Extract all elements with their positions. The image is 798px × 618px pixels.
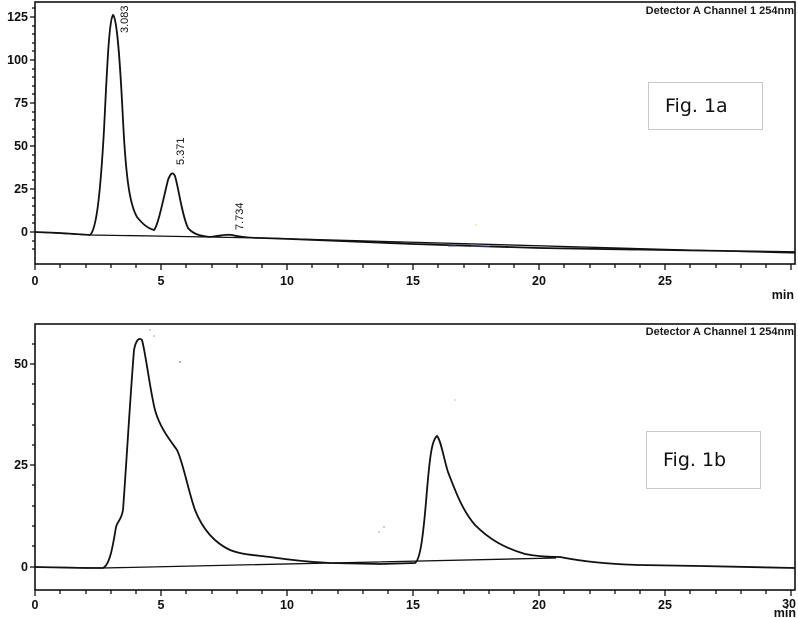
detector-label: Detector A Channel 1 254nm [646, 326, 795, 338]
figure-label-box-1b: Fig. 1b [646, 431, 761, 489]
figure-label-box-1a: Fig. 1a [648, 82, 763, 130]
svg-text:25: 25 [14, 458, 28, 472]
figure-label-1b: Fig. 1b [663, 449, 727, 471]
svg-text:125: 125 [7, 10, 28, 24]
svg-text:50: 50 [14, 357, 28, 371]
peak-label-3083: 3.083 [119, 5, 131, 33]
plot-frame [34, 323, 796, 591]
svg-text:5: 5 [158, 274, 165, 288]
svg-text:100: 100 [7, 53, 28, 67]
svg-text:0: 0 [21, 225, 28, 239]
svg-text:10: 10 [280, 598, 294, 612]
x-tick-30: 30 [782, 597, 796, 611]
x-axis-labels: 0 5 10 15 20 25 [32, 274, 672, 288]
svg-text:25: 25 [658, 274, 672, 288]
signal-trace [34, 338, 796, 569]
y-axis-ticks [30, 7, 35, 250]
svg-text:25: 25 [658, 598, 672, 612]
x-axis-ticks [34, 264, 792, 270]
detector-label: Detector A Channel 1 254nm [646, 5, 795, 17]
y-axis-ticks [30, 343, 35, 568]
svg-text:10: 10 [280, 274, 294, 288]
svg-text:20: 20 [532, 598, 546, 612]
svg-text:15: 15 [406, 274, 420, 288]
y-axis-labels: 0 25 50 75 100 125 [7, 10, 28, 239]
svg-text:25: 25 [14, 182, 28, 196]
plot-frame [34, 1, 796, 265]
scan-artifacts [149, 224, 477, 533]
svg-text:15: 15 [406, 598, 420, 612]
x-axis-labels: 0 5 10 15 20 25 [32, 598, 672, 612]
y-axis-labels: 0 25 50 [14, 357, 28, 574]
svg-text:0: 0 [21, 560, 28, 574]
svg-text:0: 0 [32, 598, 39, 612]
svg-text:20: 20 [532, 274, 546, 288]
peak-label-5371: 5.371 [175, 137, 187, 165]
peak-label-7734: 7.734 [234, 202, 246, 230]
svg-text:0: 0 [32, 274, 39, 288]
svg-text:5: 5 [158, 598, 165, 612]
chart-fig1a: 0 25 50 75 100 125 0 5 10 15 20 25 min D… [7, 1, 796, 302]
figure-label-1a: Fig. 1a [665, 95, 728, 117]
signal-trace [34, 13, 796, 253]
svg-text:75: 75 [14, 96, 28, 110]
x-axis-ticks [34, 590, 792, 596]
x-axis-unit: min [774, 606, 796, 618]
svg-text:50: 50 [14, 139, 28, 153]
x-axis-unit: min [772, 288, 794, 302]
chart-fig1b: 0 25 50 0 5 10 15 20 25 30 min Detector … [14, 224, 796, 618]
